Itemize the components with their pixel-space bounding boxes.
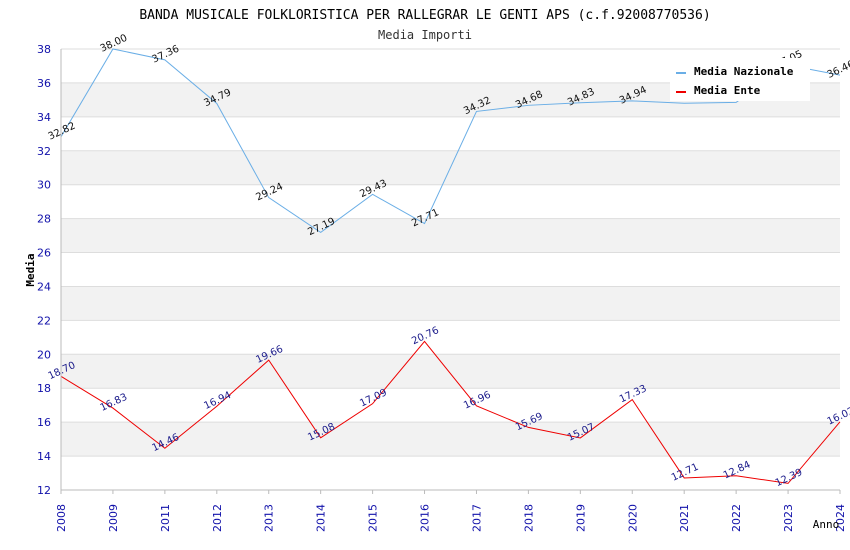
y-tick-label: 28 bbox=[37, 213, 51, 226]
grid-band bbox=[61, 286, 840, 321]
y-tick-label: 18 bbox=[37, 382, 51, 395]
x-tick-label: 2017 bbox=[470, 504, 483, 532]
y-tick-label: 22 bbox=[37, 314, 51, 327]
x-tick-label: 2015 bbox=[367, 504, 380, 532]
grid-band bbox=[61, 354, 840, 389]
y-tick-label: 26 bbox=[37, 247, 51, 260]
grid-band bbox=[61, 184, 840, 219]
x-tick-label: 2008 bbox=[55, 504, 68, 532]
series-line-ente bbox=[60, 340, 841, 484]
grid-band bbox=[61, 252, 840, 287]
y-tick-label: 38 bbox=[37, 43, 51, 56]
x-tick-label: 2012 bbox=[211, 504, 224, 532]
legend-label-nazionale: Media Nazionale bbox=[694, 65, 794, 78]
series-lines bbox=[60, 48, 841, 484]
legend-label-ente: Media Ente bbox=[694, 84, 761, 97]
x-axis-label: Anno bbox=[813, 518, 840, 531]
x-tick-label: 2014 bbox=[315, 504, 328, 532]
y-tick-label: 30 bbox=[37, 179, 51, 192]
y-tick-label: 34 bbox=[37, 111, 51, 124]
x-axis: 2008 2009 2011 2012 2013 2014 2015 2016 2017 2018… bbox=[55, 489, 847, 532]
y-tick-label: 16 bbox=[37, 416, 51, 429]
grid-band bbox=[61, 116, 840, 151]
grid-band bbox=[61, 320, 840, 355]
x-tick-label: 2016 bbox=[419, 504, 432, 532]
y-tick-label: 32 bbox=[37, 145, 51, 158]
chart-subtitle: Media Importi bbox=[378, 28, 472, 42]
x-tick-label: 2020 bbox=[626, 504, 639, 532]
y-axis-label: Media bbox=[24, 253, 37, 286]
y-tick-label: 14 bbox=[37, 450, 51, 463]
y-tick-label: 36 bbox=[37, 77, 51, 90]
legend: Media Nazionale Media Ente bbox=[670, 58, 810, 101]
y-axis: 12 14 16 18 20 22 24 26 28 30 32 34 36 38 bbox=[37, 43, 62, 497]
x-tick-label: 2018 bbox=[522, 504, 535, 532]
x-tick-label: 2024 bbox=[834, 504, 847, 532]
x-tick-label: 2022 bbox=[730, 504, 743, 532]
legend-box bbox=[670, 58, 810, 101]
grid-band bbox=[61, 456, 840, 490]
series-line-nazionale bbox=[60, 48, 841, 233]
x-tick-label: 2013 bbox=[263, 504, 276, 532]
y-tick-label: 12 bbox=[37, 484, 51, 497]
y-tick-label: 24 bbox=[37, 280, 51, 293]
grid-lines bbox=[61, 48, 840, 491]
y-tick-label: 20 bbox=[37, 348, 51, 361]
x-tick-label: 2009 bbox=[107, 504, 120, 532]
grid-bands bbox=[61, 49, 840, 490]
chart-title: BANDA MUSICALE FOLKLORISTICA PER RALLEGR… bbox=[139, 8, 710, 23]
grid-band bbox=[61, 218, 840, 253]
x-tick-label: 2021 bbox=[678, 504, 691, 532]
x-tick-label: 2011 bbox=[159, 504, 172, 532]
x-tick-label: 2019 bbox=[574, 504, 587, 532]
x-tick-label: 2023 bbox=[782, 504, 795, 532]
grid-band bbox=[61, 388, 840, 423]
